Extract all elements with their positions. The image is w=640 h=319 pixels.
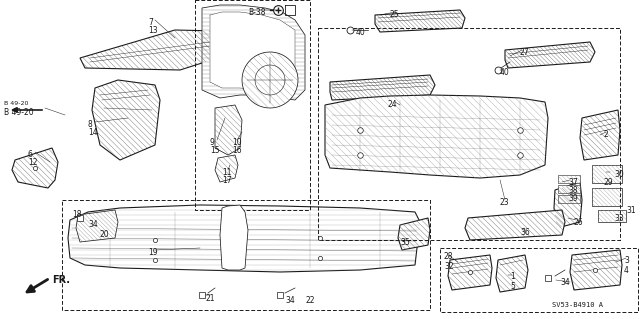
Text: 15: 15	[210, 146, 220, 155]
Polygon shape	[325, 95, 548, 178]
Text: 5: 5	[510, 282, 515, 291]
Polygon shape	[598, 210, 626, 222]
Text: 11: 11	[222, 168, 232, 177]
Polygon shape	[448, 255, 492, 290]
Text: 14: 14	[88, 128, 98, 137]
Text: 34: 34	[285, 296, 295, 305]
Polygon shape	[580, 110, 620, 160]
Text: 21: 21	[205, 294, 214, 303]
Text: 19: 19	[148, 248, 157, 257]
Polygon shape	[92, 80, 160, 160]
Polygon shape	[202, 5, 305, 100]
Text: 29: 29	[604, 178, 614, 187]
Text: 17: 17	[222, 176, 232, 185]
Text: 39: 39	[568, 194, 578, 203]
Polygon shape	[76, 210, 118, 242]
Text: 30: 30	[614, 170, 624, 179]
Polygon shape	[558, 195, 580, 203]
Text: 7: 7	[148, 18, 153, 27]
Polygon shape	[398, 218, 430, 250]
Polygon shape	[558, 185, 580, 193]
Polygon shape	[242, 52, 298, 108]
Text: 4: 4	[624, 266, 629, 275]
Polygon shape	[215, 105, 242, 155]
Text: 40: 40	[356, 28, 365, 37]
Polygon shape	[68, 205, 420, 272]
Text: 16: 16	[232, 146, 242, 155]
Text: 20: 20	[100, 230, 109, 239]
Text: 3: 3	[624, 256, 629, 265]
Text: 31: 31	[626, 206, 636, 215]
Text: 32: 32	[444, 262, 454, 271]
Text: 34: 34	[88, 220, 98, 229]
Text: 26: 26	[574, 218, 584, 227]
Text: 9: 9	[210, 138, 215, 147]
Text: 27: 27	[520, 48, 530, 57]
Polygon shape	[496, 255, 528, 292]
Text: B 49-20: B 49-20	[4, 101, 28, 106]
Text: B 49-20: B 49-20	[4, 108, 34, 117]
Text: 8: 8	[88, 120, 93, 129]
Text: 13: 13	[148, 26, 157, 35]
Text: 18: 18	[72, 210, 81, 219]
Polygon shape	[375, 10, 465, 32]
Polygon shape	[570, 250, 622, 290]
Polygon shape	[215, 155, 238, 182]
Text: 22: 22	[306, 296, 316, 305]
Text: 40: 40	[500, 68, 509, 77]
Text: B-38: B-38	[248, 8, 266, 17]
Text: SV53-B4910 A: SV53-B4910 A	[552, 302, 603, 308]
Polygon shape	[505, 42, 595, 68]
Text: 34: 34	[560, 278, 570, 287]
Polygon shape	[330, 75, 435, 100]
Text: 35: 35	[400, 238, 410, 247]
Text: 36: 36	[520, 228, 530, 237]
Polygon shape	[465, 210, 565, 240]
Text: 12: 12	[28, 158, 38, 167]
Text: 1: 1	[510, 272, 515, 281]
Text: 28: 28	[444, 252, 454, 261]
Polygon shape	[558, 175, 580, 183]
Text: FR.: FR.	[52, 275, 70, 285]
Text: 2: 2	[604, 130, 609, 139]
Polygon shape	[210, 12, 295, 92]
Text: 23: 23	[500, 198, 509, 207]
Text: 6: 6	[28, 150, 33, 159]
Polygon shape	[592, 188, 622, 206]
Text: 24: 24	[388, 100, 397, 109]
Text: 33: 33	[614, 214, 624, 223]
Polygon shape	[220, 205, 248, 270]
Polygon shape	[80, 30, 268, 70]
Polygon shape	[554, 182, 582, 228]
Text: 10: 10	[232, 138, 242, 147]
Polygon shape	[592, 165, 622, 183]
Text: 38: 38	[568, 186, 578, 195]
Polygon shape	[12, 148, 58, 188]
Text: 25: 25	[390, 10, 399, 19]
Text: 37: 37	[568, 178, 578, 187]
